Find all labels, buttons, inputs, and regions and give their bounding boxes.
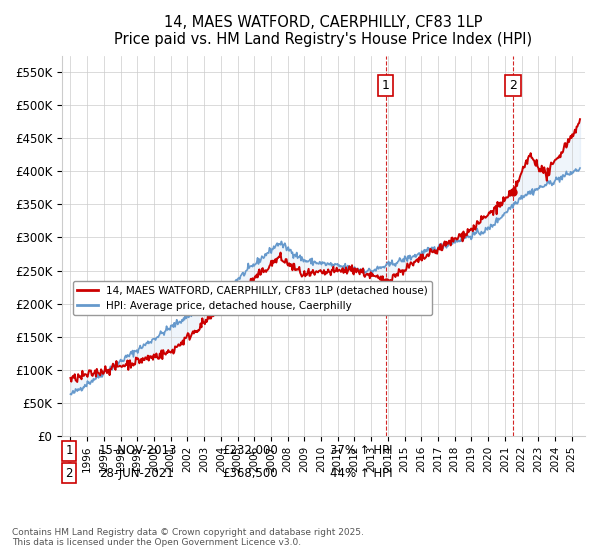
Text: 2: 2 (65, 466, 73, 480)
Text: 15-NOV-2013: 15-NOV-2013 (99, 444, 178, 458)
Text: 28-JUN-2021: 28-JUN-2021 (99, 466, 174, 480)
Text: £232,000: £232,000 (222, 444, 278, 458)
Legend: 14, MAES WATFORD, CAERPHILLY, CF83 1LP (detached house), HPI: Average price, det: 14, MAES WATFORD, CAERPHILLY, CF83 1LP (… (73, 281, 432, 315)
Title: 14, MAES WATFORD, CAERPHILLY, CF83 1LP
Price paid vs. HM Land Registry's House P: 14, MAES WATFORD, CAERPHILLY, CF83 1LP P… (115, 15, 533, 48)
Text: 2: 2 (509, 79, 517, 92)
Text: 1: 1 (382, 79, 389, 92)
Text: 37% ↑ HPI: 37% ↑ HPI (330, 444, 392, 458)
Text: £368,500: £368,500 (222, 466, 278, 480)
Text: 1: 1 (65, 444, 73, 458)
Text: Contains HM Land Registry data © Crown copyright and database right 2025.
This d: Contains HM Land Registry data © Crown c… (12, 528, 364, 547)
Text: 44% ↑ HPI: 44% ↑ HPI (330, 466, 392, 480)
